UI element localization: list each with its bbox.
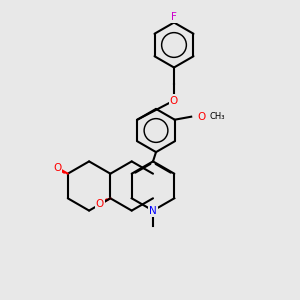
Text: O: O — [198, 112, 206, 122]
Text: N: N — [149, 206, 157, 216]
Text: O: O — [53, 163, 61, 172]
Text: F: F — [171, 11, 177, 22]
Text: O: O — [96, 200, 104, 209]
Text: CH₃: CH₃ — [209, 112, 225, 121]
Text: O: O — [170, 95, 178, 106]
